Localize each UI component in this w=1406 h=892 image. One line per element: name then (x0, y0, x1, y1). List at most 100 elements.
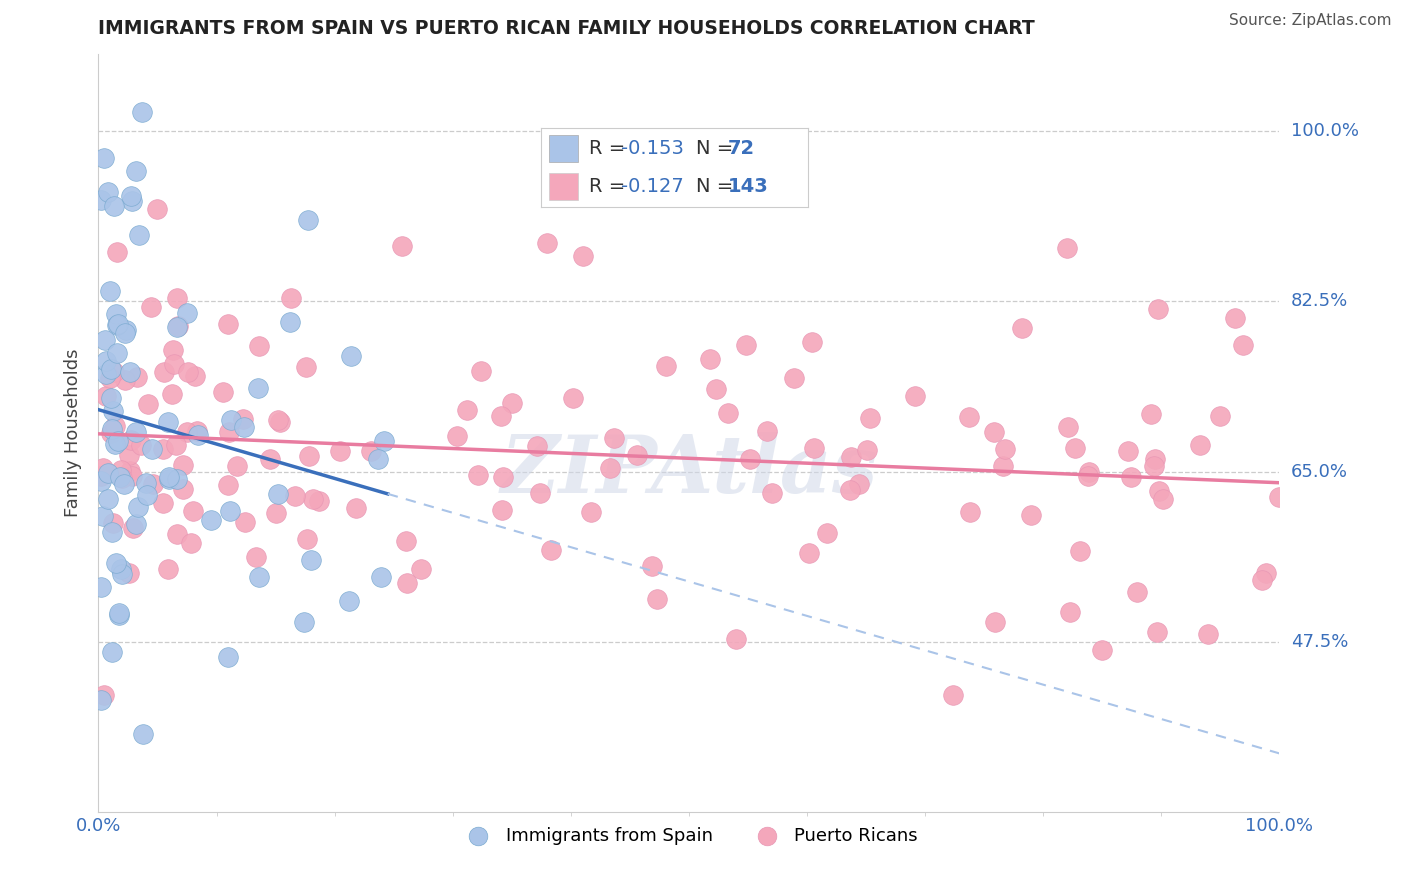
Point (957, 409, 980, 424)
Point (1019, 508, 1042, 522)
Point (152, 496, 174, 510)
Point (105, 556, 128, 570)
Point (1152, 491, 1174, 506)
Point (373, 434, 395, 448)
Point (90, 474, 112, 488)
Point (172, 483, 194, 497)
Point (101, 516, 124, 530)
Point (212, 385, 235, 400)
Point (233, 419, 256, 434)
Point (292, 615, 315, 629)
Point (626, 448, 648, 462)
Point (602, 431, 624, 445)
Point (105, 308, 128, 322)
Point (128, 227, 150, 242)
Text: 47.5%: 47.5% (1291, 632, 1348, 650)
Point (132, 727, 155, 741)
Text: N =: N = (696, 177, 740, 195)
Point (98, 370, 121, 384)
Point (136, 397, 159, 411)
Point (738, 452, 761, 467)
Point (181, 504, 204, 518)
Text: -0.153: -0.153 (621, 138, 683, 158)
Point (1125, 584, 1147, 599)
Point (396, 575, 419, 590)
Point (245, 549, 267, 564)
Point (136, 488, 159, 502)
Point (735, 337, 758, 351)
Point (1188, 438, 1211, 452)
Point (160, 387, 183, 401)
Point (139, 300, 162, 314)
Point (105, 244, 128, 259)
Point (93, 688, 115, 702)
Point (172, 458, 194, 472)
Point (1143, 451, 1166, 466)
Point (942, 688, 965, 702)
Point (654, 359, 676, 373)
Point (121, 468, 143, 483)
Point (492, 470, 515, 484)
Point (717, 406, 740, 420)
Point (97, 492, 120, 507)
Point (247, 569, 270, 583)
Point (1232, 337, 1254, 351)
Legend: Immigrants from Spain, Puerto Ricans: Immigrants from Spain, Puerto Ricans (453, 820, 925, 852)
Point (117, 566, 139, 580)
Point (247, 339, 270, 353)
Point (135, 475, 157, 490)
Point (699, 351, 721, 366)
Point (184, 369, 207, 384)
Point (599, 460, 621, 475)
Point (100, 392, 122, 406)
Point (536, 236, 558, 251)
Point (104, 419, 127, 434)
Point (501, 396, 523, 410)
Point (233, 515, 256, 529)
Point (107, 434, 129, 448)
Point (859, 410, 882, 425)
Point (1056, 241, 1078, 255)
Point (97, 186, 120, 200)
Point (391, 239, 413, 253)
Point (540, 543, 562, 558)
Point (984, 615, 1007, 630)
Point (839, 450, 862, 465)
Point (176, 306, 198, 320)
Point (112, 477, 135, 491)
Point (856, 442, 879, 457)
Point (561, 391, 583, 405)
Point (114, 323, 136, 337)
Point (186, 424, 208, 438)
Point (959, 505, 981, 519)
Point (1091, 643, 1114, 657)
Point (166, 527, 188, 541)
Point (446, 429, 468, 443)
Point (94, 367, 117, 381)
Point (456, 402, 478, 417)
Point (217, 650, 239, 665)
Point (111, 471, 134, 485)
Point (94, 333, 117, 347)
Point (217, 478, 239, 492)
Point (166, 438, 188, 452)
Point (278, 315, 301, 329)
Point (162, 343, 184, 357)
Point (1140, 407, 1163, 421)
Point (1256, 566, 1278, 580)
Point (98, 285, 121, 299)
Point (1209, 409, 1232, 423)
Point (259, 451, 281, 466)
Point (114, 373, 136, 387)
Point (219, 413, 242, 427)
Point (118, 366, 141, 380)
Point (284, 489, 307, 503)
Point (904, 388, 927, 402)
Point (761, 485, 783, 500)
Bar (548, 173, 578, 200)
Point (219, 504, 242, 518)
Point (1069, 544, 1091, 558)
Point (93, 151, 115, 165)
Point (983, 425, 1005, 439)
Point (645, 591, 668, 606)
